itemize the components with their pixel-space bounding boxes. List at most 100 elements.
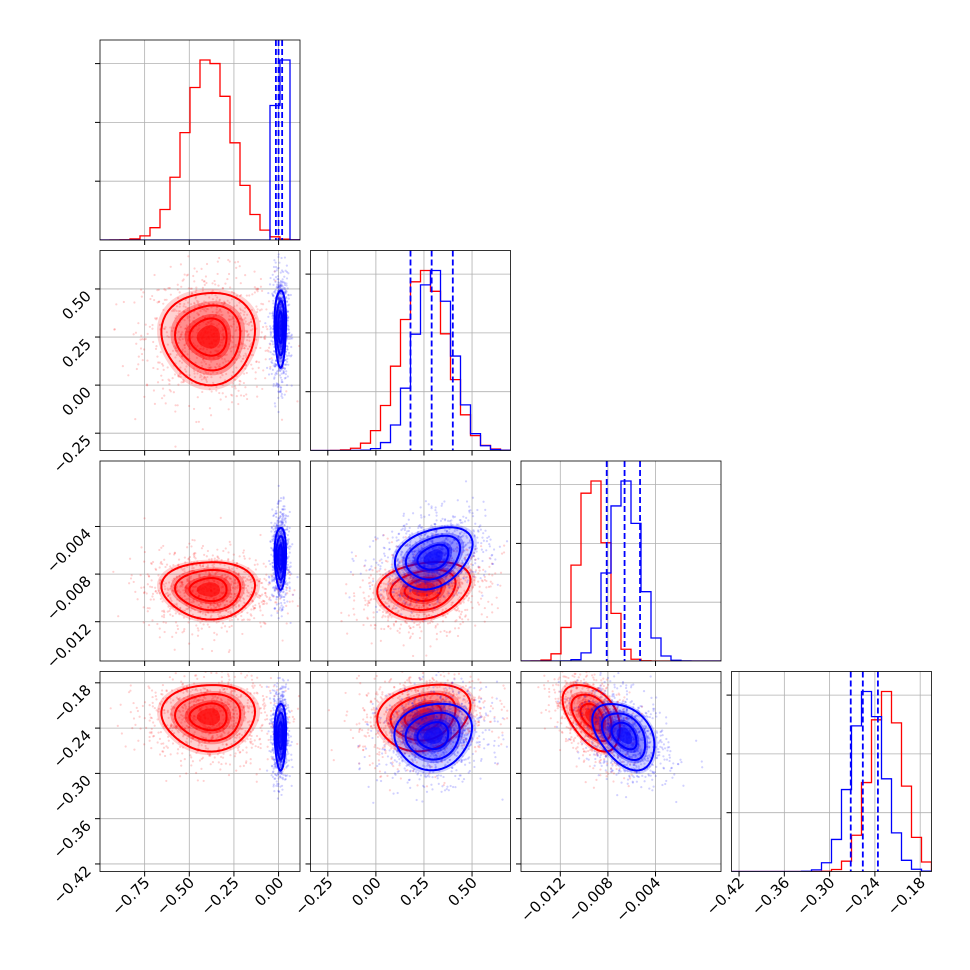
red-sample-point (370, 597, 373, 601)
red-sample-point (173, 553, 176, 556)
blue-sample-point (274, 261, 277, 264)
blue-sample-point (285, 582, 288, 586)
red-sample-point (219, 602, 222, 605)
blue-sample-point (274, 584, 278, 587)
red-sample-point (209, 320, 213, 323)
red-sample-point (227, 312, 230, 315)
red-sample-point (227, 610, 230, 614)
panel-frame (99, 460, 301, 662)
blue-sample-point (270, 614, 273, 617)
blue-sample-point (281, 278, 284, 281)
red-sample-point (211, 371, 215, 374)
blue-sample-point (276, 526, 279, 529)
red-sample-point (467, 597, 471, 600)
blue-sample-point (276, 519, 279, 522)
blue-sample-point (372, 558, 375, 561)
red-sample-point (263, 602, 266, 605)
blue-sample-point (274, 530, 277, 533)
blue-sample-point (272, 336, 275, 339)
red-sample-point (239, 312, 242, 315)
red-sample-point (244, 579, 247, 583)
blue-sample-point (269, 562, 272, 566)
red-sample-point (369, 599, 372, 602)
red-sample-point (411, 579, 414, 582)
blue-sample-point (453, 594, 456, 597)
blue-sample-point (276, 534, 279, 538)
red-sample-point (203, 309, 206, 312)
red-sample-point (230, 393, 233, 396)
red-sample-point (415, 604, 418, 607)
red-sample-point (381, 595, 385, 598)
red-sample-point (415, 623, 419, 627)
red-sample-point (435, 580, 438, 583)
blue-sample-point (288, 571, 292, 574)
blue-sample-point (271, 561, 274, 565)
red-sample-point (483, 575, 486, 579)
red-sample-point (234, 329, 237, 333)
red-sample-point (211, 578, 214, 581)
red-sample-point (252, 605, 255, 608)
red-sample-point (196, 372, 199, 375)
red-sample-point (219, 341, 222, 344)
red-sample-point (234, 358, 237, 361)
red-sample-point (165, 331, 168, 334)
red-sample-point (461, 581, 464, 584)
red-sample-point (179, 606, 182, 609)
blue-sample-point (268, 312, 271, 315)
red-sample-point (444, 607, 448, 610)
red-sample-point (184, 591, 187, 594)
red-sample-point (229, 286, 232, 289)
red-sample-point (214, 283, 217, 286)
red-sample-point (261, 303, 265, 306)
x-tick-label: −0.30 (793, 874, 838, 919)
red-sample-point (203, 376, 206, 379)
red-sample-point (254, 591, 257, 594)
red-sample-point (174, 404, 177, 407)
red-sample-point (242, 394, 246, 398)
red-sample-point (218, 605, 221, 608)
red-sample-point (205, 262, 209, 266)
red-sample-point (488, 565, 491, 568)
red-sample-point (224, 603, 227, 607)
blue-sample-point (284, 358, 287, 362)
red-sample-point (461, 621, 465, 624)
blue-sample-point (279, 515, 282, 518)
red-sample-point (204, 377, 207, 380)
red-sample-point (259, 336, 263, 339)
red-sample-point (224, 609, 228, 612)
blue-sample-point (283, 377, 287, 380)
red-sample-point (208, 388, 211, 391)
red-sample-point (206, 375, 209, 379)
blue-sample-point (272, 364, 275, 367)
red-sample-point (211, 381, 215, 384)
red-sample-point (379, 639, 382, 642)
red-sample-point (477, 572, 480, 575)
red-sample-point (410, 600, 413, 603)
red-sample-point (178, 613, 181, 616)
red-sample-point (169, 293, 172, 296)
red-sample-point (172, 391, 175, 394)
red-sample-point (225, 630, 229, 633)
blue-sample-point (280, 305, 283, 309)
red-sample-point (196, 560, 199, 563)
red-sample-point (183, 609, 187, 612)
red-sample-point (216, 296, 219, 299)
blue-sample-point (284, 592, 287, 595)
blue-sample-point (275, 269, 278, 272)
red-sample-point (246, 339, 249, 342)
red-sample-point (169, 353, 172, 356)
red-sample-point (201, 647, 204, 651)
red-sample-point (255, 310, 259, 314)
red-sample-point (209, 573, 212, 576)
red-sample-point (203, 575, 206, 578)
blue-sample-point (276, 524, 279, 527)
red-sample-point (160, 615, 164, 618)
red-sample-point (425, 654, 428, 657)
red-sample-point (214, 366, 218, 370)
blue-sample-point (277, 519, 280, 522)
red-sample-point (248, 339, 251, 342)
red-sample-point (253, 563, 256, 566)
red-sample-point (222, 549, 225, 553)
red-sample-point (247, 579, 250, 582)
red-sample-point (280, 584, 283, 587)
